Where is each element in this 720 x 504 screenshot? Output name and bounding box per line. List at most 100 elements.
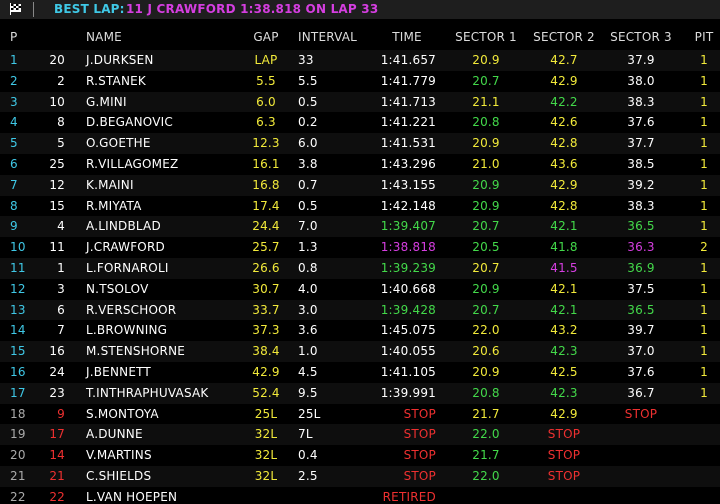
pit-stops: 1 [700,136,708,151]
car-number: 10 [49,94,65,109]
driver-name: R.VERSCHOOR [86,302,177,317]
lap-time: 1:43.296 [380,157,436,171]
sector-2: 41.5 [550,261,578,275]
lap-time: 1:42.148 [380,198,436,213]
car-number: 17 [49,427,65,442]
interval: 0.7 [298,177,318,192]
position: 2 [10,73,18,88]
gap: 32L [254,427,278,442]
pit-stops: 1 [700,323,708,338]
sector-1: 20.9 [472,281,500,296]
sector-1: 20.6 [472,344,500,359]
lap-time: STOP [403,448,436,463]
lap-time: 1:40.055 [380,344,436,359]
col-time-header: TIME [392,30,422,44]
timing-row: 11 1 L.FORNAROLI 26.6 0.8 1:39.239 20.7 41.5 36.… [0,258,720,279]
sector-2: 43.2 [550,323,578,338]
pit-stops: 1 [700,261,708,275]
interval: 0.8 [298,261,318,275]
position: 19 [10,427,26,442]
sector-2: 43.6 [550,157,578,171]
driver-name: J.BENNETT [86,365,151,379]
col-name-header: NAME [86,30,122,44]
sector-3: 37.6 [627,115,655,130]
interval: 0.5 [298,198,318,213]
sector-1: 22.0 [472,469,500,483]
gap: 17.4 [252,198,280,213]
col-s3-header: SECTOR 3 [610,30,672,44]
lap-time: 1:39.407 [380,219,436,234]
gap: 16.8 [252,177,280,192]
driver-name: R.VILLAGOMEZ [86,157,179,171]
driver-name: R.MIYATA [86,198,142,213]
driver-name: J.CRAWFORD [86,240,165,255]
lap-time: 1:41.657 [380,53,436,67]
timing-row: 6 25 R.VILLAGOMEZ 16.1 3.8 1:43.296 21.0 43.6 38… [0,154,720,175]
lap-time: 1:39.428 [380,302,436,317]
sector-3: 37.9 [627,53,655,67]
pit-stops: 1 [700,302,708,317]
col-interval-header: INTERVAL [298,30,358,44]
position: 8 [10,198,18,213]
car-number: 3 [57,281,65,296]
sector-2: 42.3 [550,344,578,359]
gap: 12.3 [252,136,280,151]
sector-2: 42.1 [550,281,578,296]
driver-name: R.STANEK [86,73,146,88]
position: 11 [10,261,26,275]
interval: 7.0 [298,219,318,234]
position: 1 [10,53,18,67]
car-number: 22 [49,489,65,504]
position: 22 [10,489,26,504]
sector-3: 37.7 [627,136,655,151]
car-number: 15 [49,198,65,213]
sector-2: 42.9 [550,73,578,88]
sector-3: 36.3 [627,240,655,255]
driver-name: J.DURKSEN [86,53,154,67]
pit-stops: 1 [700,94,708,109]
gap: 26.6 [252,261,280,275]
sector-2: 42.7 [550,53,578,67]
position: 6 [10,157,18,171]
gap: 38.4 [252,344,280,359]
position: 9 [10,219,18,234]
sector-2: 42.9 [550,406,578,421]
car-number: 12 [49,177,65,192]
sector-3: 36.5 [627,302,655,317]
sector-1: 22.0 [472,323,500,338]
sector-2: 42.1 [550,302,578,317]
car-number: 11 [49,240,65,255]
interval: 3.8 [298,157,318,171]
car-number: 21 [49,469,65,483]
interval: 6.0 [298,136,318,151]
gap: LAP [254,53,278,67]
car-number: 20 [49,53,65,67]
col-p-header: P [10,30,18,44]
col-s2-header: SECTOR 2 [533,30,595,44]
gap: 6.0 [256,94,276,109]
position: 18 [10,406,26,421]
col-s1-header: SECTOR 1 [455,30,517,44]
driver-name: L.FORNAROLI [86,261,169,275]
sector-3: 36.7 [627,385,655,400]
position: 17 [10,385,26,400]
timing-row: 22 22 L.VAN HOEPEN RETIRED [0,486,720,504]
sector-1: 20.8 [472,115,500,130]
position: 14 [10,323,26,338]
gap: 32L [254,448,278,463]
position: 10 [10,240,26,255]
car-number: 8 [57,115,65,130]
driver-name: T.INTHRAPHUVASAK [86,385,209,400]
driver-name: V.MARTINS [86,448,152,463]
lap-time: STOP [403,469,436,483]
lap-time: 1:41.531 [380,136,436,151]
sector-3: 38.3 [627,94,655,109]
sector-1: 20.9 [472,177,500,192]
position: 4 [10,115,18,130]
interval: 0.4 [298,448,318,463]
sector-2: 42.9 [550,177,578,192]
lap-time: 1:41.105 [380,365,436,379]
position: 12 [10,281,26,296]
sector-2: 42.8 [550,198,578,213]
sector-2: 42.1 [550,219,578,234]
